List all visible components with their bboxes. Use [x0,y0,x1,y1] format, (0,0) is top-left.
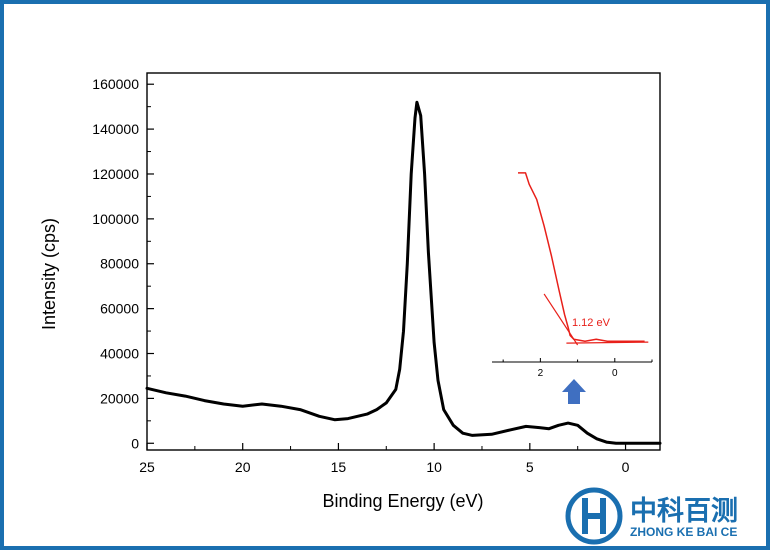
y-tick-label: 40000 [100,346,139,362]
y-tick-label: 100000 [92,211,139,227]
y-tick-label: 60000 [100,301,139,317]
x-tick-label: 5 [526,459,534,475]
inset-tick-label: 2 [538,368,544,379]
y-tick-label: 0 [131,435,139,451]
inset-series-line [518,172,645,342]
x-tick-label: 20 [235,459,251,475]
logo-english-name: ZHONG KE BAI CE [630,525,737,539]
xps-chart: 0 20000 40000 60000 80000 100000 120000 140000 1… [39,72,738,545]
up-arrow-icon [562,379,586,404]
series-line-main [145,100,662,445]
y-tick-label: 160000 [92,76,139,92]
plot-area-frame [146,72,661,451]
inset-annotation: 1.12 eV [572,317,611,329]
x-axis-label: Binding Energy (eV) [322,491,483,511]
inset-tick-label: 0 [612,368,618,379]
y-tick-label: 80000 [100,256,139,272]
logo-chinese-name: 中科百测 [630,496,738,526]
y-tick-label: 140000 [92,121,139,137]
x-axis: 25 20 15 10 5 0 [139,443,630,475]
inset-tangent-line [543,293,579,346]
logo-mark-icon [565,487,623,545]
y-axis: 0 20000 40000 60000 80000 100000 120000 140000 1… [92,76,154,451]
x-tick-label: 10 [426,459,442,475]
company-logo: 中科百测 ZHONG KE BAI CE [565,487,738,545]
y-tick-label: 120000 [92,166,139,182]
y-tick-label: 20000 [100,390,139,406]
x-tick-label: 25 [139,459,155,475]
inset-baseline-line [566,341,649,344]
x-tick-label: 15 [331,459,347,475]
x-tick-label: 0 [622,459,630,475]
y-axis-label: Intensity (cps) [39,218,59,330]
